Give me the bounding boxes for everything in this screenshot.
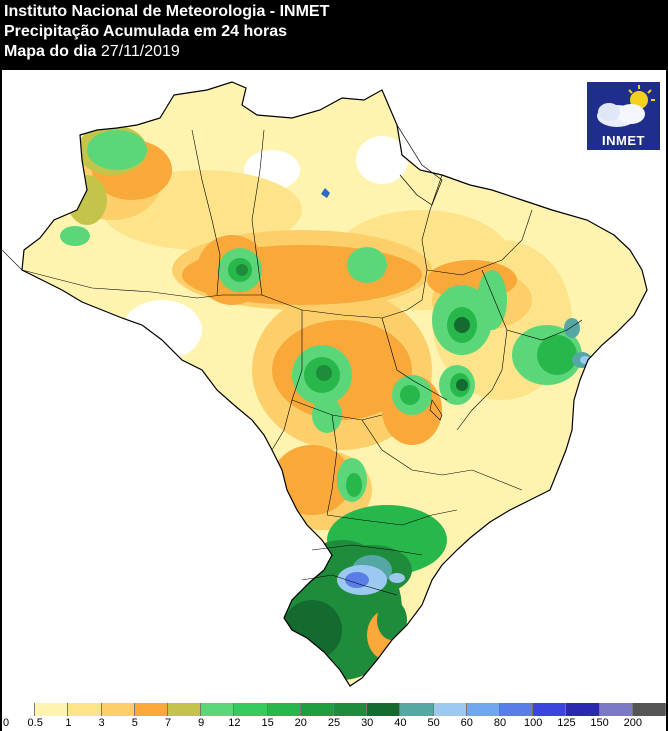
institute-title: Instituto Nacional de Meteorologia - INM… — [4, 3, 330, 20]
legend-label: 20 — [294, 717, 307, 729]
legend-swatch — [533, 703, 567, 716]
coastline-detail — [396, 124, 443, 206]
legend-swatch — [35, 703, 69, 716]
cloud-sun-icon — [597, 85, 655, 127]
legend-swatch — [367, 703, 401, 716]
legend-label: 30 — [361, 717, 374, 729]
legend-swatch — [400, 703, 434, 716]
legend-label: 12 — [228, 717, 241, 729]
map-date-line: Mapa do dia 27/11/2019 — [4, 42, 329, 62]
legend-swatch — [234, 703, 268, 716]
legend-label: 80 — [493, 717, 507, 729]
legend-swatch — [134, 703, 169, 716]
legend-swatch — [201, 703, 235, 716]
legend-label: 7 — [164, 717, 172, 729]
neighbor-border — [2, 249, 23, 271]
inmet-logo: INMET — [587, 82, 660, 150]
map-subtitle: Precipitação Acumulada em 24 horas — [4, 23, 288, 40]
legend-label: 25 — [327, 717, 341, 729]
legend-label: 15 — [261, 717, 274, 729]
legend-swatch — [500, 703, 534, 716]
legend-label: 3 — [98, 717, 105, 729]
legend-swatch — [2, 703, 36, 716]
legend-bar — [2, 703, 667, 716]
legend-swatch — [101, 703, 135, 716]
legend-label: 0.5 — [27, 717, 43, 729]
state-borders — [21, 129, 583, 596]
legend-label: 100 — [524, 717, 543, 729]
color-legend: 0 0.5 1 3 5 7 9 12 15 20 25 30 40 50 60 80 100 125 150 200 — [2, 700, 667, 731]
legend-swatch — [632, 703, 667, 716]
legend-swatch — [68, 703, 102, 716]
legend-label: 0 — [2, 717, 10, 729]
legend-label: 200 — [623, 717, 642, 729]
legend-label: 5 — [131, 717, 138, 729]
legend-swatch — [466, 703, 501, 716]
precipitation-map — [2, 70, 666, 700]
map-date: 27/11/2019 — [100, 43, 180, 60]
legend-swatch — [300, 703, 335, 716]
legend-swatch — [267, 703, 301, 716]
legend-label: 40 — [394, 717, 407, 729]
legend-label: 1 — [65, 717, 72, 729]
legend-label: 125 — [557, 717, 576, 729]
legend-swatch — [334, 703, 368, 716]
brazil-map-svg — [2, 81, 648, 687]
legend-label: 50 — [427, 717, 440, 729]
legend-label: 9 — [198, 717, 205, 729]
map-header: Instituto Nacional de Meteorologia - INM… — [4, 2, 329, 62]
legend-swatch — [433, 703, 467, 716]
legend-labels: 0 0.5 1 3 5 7 9 12 15 20 25 30 40 50 60 80 100 125 150 200 — [2, 717, 666, 731]
legend-label: 60 — [460, 717, 473, 729]
legend-label: 150 — [590, 717, 609, 729]
reservoir-mark — [321, 188, 330, 198]
legend-swatch — [168, 703, 202, 716]
date-label: Mapa do dia — [4, 43, 97, 60]
logo-text: INMET — [602, 133, 645, 148]
legend-swatch — [566, 703, 600, 716]
legend-swatch — [599, 703, 633, 716]
rainfall-fields — [22, 82, 647, 686]
